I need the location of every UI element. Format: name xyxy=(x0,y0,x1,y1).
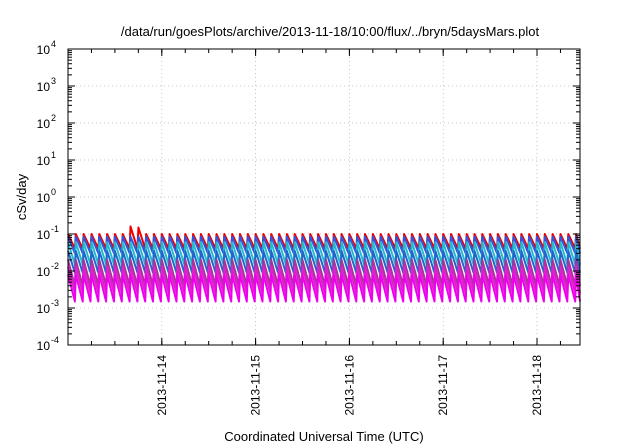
y-tick-exponent: 3 xyxy=(51,76,56,86)
y-tick-label: 10 xyxy=(37,43,51,57)
x-axis-ticks: 2013-11-14 2013-11-15 2013-11-16 2013-11-17… xyxy=(67,49,561,416)
x-tick-label: 2013-11-17 xyxy=(436,355,450,416)
y-tick-exponent: 0 xyxy=(51,187,56,197)
y-tick-label: 10 xyxy=(37,339,51,353)
x-tick-label: 2013-11-14 xyxy=(155,355,169,416)
y-axis-label: cSv/day xyxy=(14,173,29,220)
y-tick-exponent: 4 xyxy=(51,39,56,49)
series-line xyxy=(67,273,581,303)
y-tick-exponent: 2 xyxy=(51,113,56,123)
y-tick-label: 10 xyxy=(37,228,51,242)
x-tick-label: 2013-11-16 xyxy=(342,355,356,416)
y-tick-exponent: -3 xyxy=(51,298,59,308)
y-tick-label: 10 xyxy=(37,302,51,316)
y-tick-label: 10 xyxy=(37,117,51,131)
y-tick-label: 10 xyxy=(37,154,51,168)
y-tick-exponent: -1 xyxy=(51,224,59,234)
data-series xyxy=(67,225,581,303)
x-axis-label: Coordinated Universal Time (UTC) xyxy=(224,429,423,444)
y-tick-exponent: -4 xyxy=(51,335,59,345)
y-tick-label: 10 xyxy=(37,265,51,279)
x-tick-label: 2013-11-15 xyxy=(249,355,263,416)
y-tick-label: 10 xyxy=(37,191,51,205)
chart-title: /data/run/goesPlots/archive/2013-11-18/1… xyxy=(121,24,540,39)
y-tick-exponent: 1 xyxy=(51,150,56,160)
x-tick-label: 2013-11-18 xyxy=(530,355,544,416)
y-tick-label: 10 xyxy=(37,80,51,94)
y-tick-exponent: -2 xyxy=(51,261,59,271)
